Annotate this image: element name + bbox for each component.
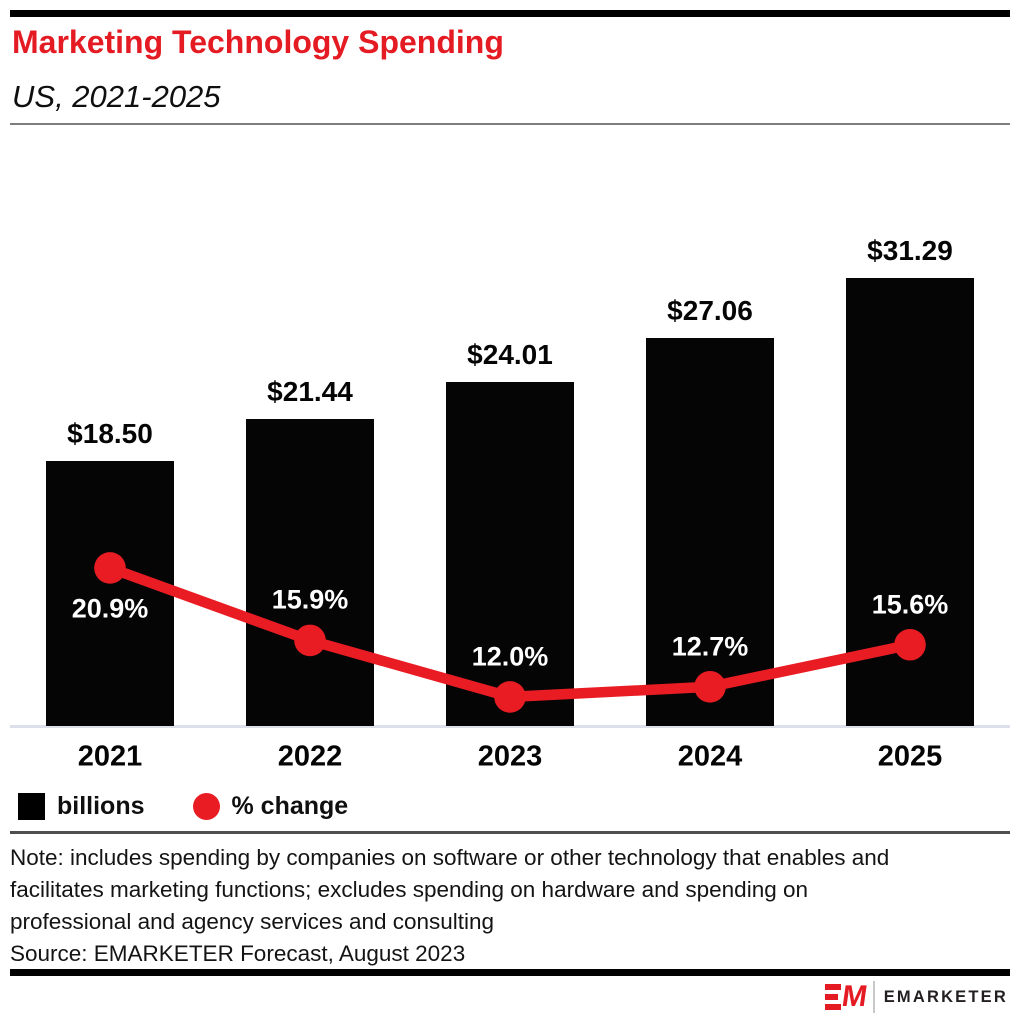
legend-label-pct-change: % change [231,792,349,820]
source-line: Source: EMARKETER Forecast, August 2023 [10,941,466,966]
page-title: Marketing Technology Spending [12,24,504,60]
x-axis-label: 2025 [877,740,943,773]
pct-change-line-path [108,563,912,703]
logo-divider [872,981,875,1013]
emarketer-wordmark: EMARKETER [883,987,1008,1006]
legend-label-billions: billions [57,792,145,820]
pct-change-dot [894,628,926,661]
footnotes: Note: includes spending by companies on … [10,842,889,970]
top-accent-bar [10,10,1010,17]
pct-change-label: 15.6% [871,589,949,620]
bar-value-label: $31.29 [867,234,953,266]
pct-change-label: 12.7% [671,631,749,662]
x-axis-label: 2021 [77,740,143,773]
pct-change-dot [494,681,526,713]
bar-value-label: $27.06 [667,295,753,327]
x-axis-label: 2022 [277,740,343,773]
bar-2022 [246,418,374,726]
x-axis-baseline [10,725,1010,728]
note-line: Note: includes spending by companies on … [10,845,890,870]
bar-2023 [446,382,574,726]
emarketer-logo: M EMARKETER [824,980,1008,1014]
chart-legend: billions % change [18,792,348,821]
bar-value-label: $18.50 [67,418,153,449]
bar-value-label: $21.44 [267,375,353,407]
x-axis-label: 2023 [477,740,543,773]
pct-change-label: 20.9% [71,593,149,624]
pct-change-swatch-icon [192,793,220,820]
emarketer-m-mark-icon: M [839,980,869,1013]
pct-change-dot [94,552,126,584]
footer-accent-bar [10,969,1010,976]
x-axis-label: 2024 [677,740,743,773]
pct-change-dot [694,670,726,703]
note-line: facilitates marketing functions; exclude… [10,877,809,902]
notes-divider [10,831,1010,834]
bar-value-label: $24.01 [467,339,553,371]
bar-2024 [646,338,774,726]
emarketer-e-mark-icon [824,984,841,1010]
page-subtitle: US, 2021-2025 [12,79,221,114]
header-divider [10,123,1010,125]
pct-change-dot [294,624,326,657]
bar-2021 [46,461,174,726]
pct-change-label: 15.9% [271,584,349,615]
billions-swatch-icon [18,793,45,820]
note-line: professional and agency services and con… [10,909,495,934]
pct-change-label: 12.0% [471,641,549,672]
